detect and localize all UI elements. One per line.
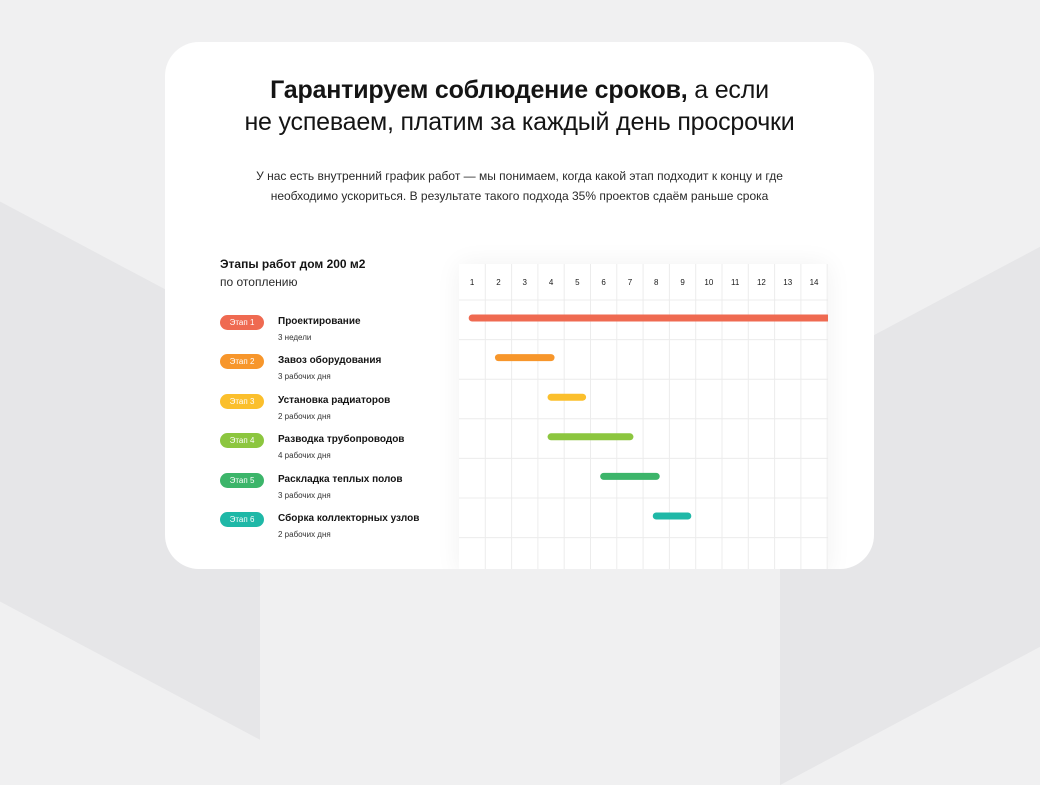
headline-rest: а если — [687, 76, 769, 104]
day-label: 10 — [704, 278, 713, 287]
stage-name: Раскладка теплых полов — [278, 474, 403, 485]
stage-duration: 3 недели — [278, 333, 312, 342]
stage-name: Проектирование — [278, 316, 361, 327]
description-line-2: необходимо ускориться. В результате тако… — [270, 189, 769, 203]
day-label: 12 — [757, 278, 766, 287]
stage-duration: 4 рабочих дня — [278, 451, 331, 460]
day-label: 3 — [523, 278, 528, 287]
stage-name: Разводка трубопроводов — [278, 434, 405, 445]
day-label: 8 — [654, 278, 659, 287]
stage-name: Сборка коллекторных узлов — [278, 513, 420, 524]
stage-badge: Этап 6 — [220, 512, 264, 527]
gantt-svg: 1 2 3 4 5 6 7 8 9 10 11 12 13 14 — [459, 264, 828, 569]
headline-line-1: Гарантируем соблюдение сроков, а если — [165, 74, 874, 106]
headline-bold: Гарантируем соблюдение сроков, — [270, 76, 688, 104]
stages-subtitle: по отоплению — [220, 275, 298, 289]
content-card: Гарантируем соблюдение сроков, а если не… — [165, 42, 874, 569]
stage-item-3: Этап 3 Установка радиаторов 2 рабочих дн… — [220, 394, 470, 426]
day-label: 9 — [680, 278, 685, 287]
day-label: 7 — [628, 278, 633, 287]
day-label: 5 — [575, 278, 580, 287]
stage-item-5: Этап 5 Раскладка теплых полов 3 рабочих … — [220, 473, 470, 505]
day-label: 13 — [783, 278, 792, 287]
stage-name: Установка радиаторов — [278, 395, 391, 406]
stage-badge: Этап 4 — [220, 433, 264, 448]
headline: Гарантируем соблюдение сроков, а если не… — [165, 74, 874, 138]
stage-name: Завоз оборудования — [278, 355, 382, 366]
stage-item-4: Этап 4 Разводка трубопроводов 4 рабочих … — [220, 433, 470, 465]
day-label: 1 — [470, 278, 475, 287]
gantt-chart: 1 2 3 4 5 6 7 8 9 10 11 12 13 14 — [459, 264, 828, 569]
stage-badge: Этап 2 — [220, 354, 264, 369]
stage-duration: 2 рабочих дня — [278, 412, 331, 421]
description-line-1: У нас есть внутренний график работ — мы … — [256, 169, 783, 183]
stage-item-2: Этап 2 Завоз оборудования 3 рабочих дня — [220, 354, 470, 386]
stage-badge: Этап 3 — [220, 394, 264, 409]
day-label: 6 — [601, 278, 606, 287]
day-label: 14 — [810, 278, 819, 287]
stage-item-1: Этап 1 Проектирование 3 недели — [220, 315, 470, 347]
stage-duration: 3 рабочих дня — [278, 491, 331, 500]
stage-duration: 2 рабочих дня — [278, 530, 331, 539]
description: У нас есть внутренний график работ — мы … — [235, 166, 804, 206]
stage-badge: Этап 1 — [220, 315, 264, 330]
stage-badge: Этап 5 — [220, 473, 264, 488]
stage-item-6: Этап 6 Сборка коллекторных узлов 2 рабоч… — [220, 512, 470, 544]
stages-title: Этапы работ дом 200 м2 — [220, 257, 366, 271]
headline-line-2: не успеваем, платим за каждый день проср… — [244, 108, 795, 136]
day-label: 4 — [549, 278, 554, 287]
day-label: 2 — [496, 278, 501, 287]
stage-duration: 3 рабочих дня — [278, 372, 331, 381]
day-label: 11 — [731, 278, 740, 287]
